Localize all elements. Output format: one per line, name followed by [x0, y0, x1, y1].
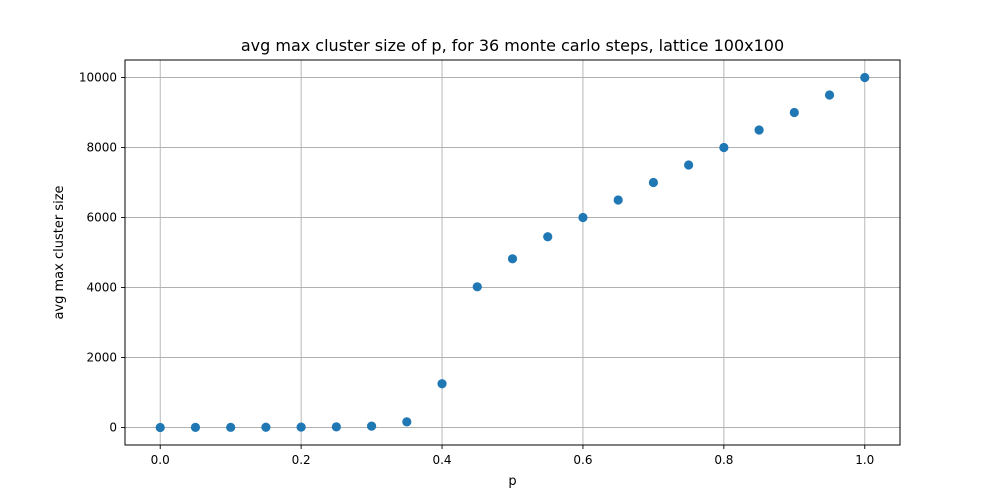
data-point [155, 422, 165, 433]
data-point [366, 421, 377, 431]
data-point [507, 254, 518, 264]
axis-ticks: 0.0 0.2 0.4 0.6 0.8 1.0 0 2000 4000 6000 8000 10000 [79, 71, 875, 468]
x-tick-label: 1.0 [855, 453, 874, 467]
data-point [684, 160, 694, 170]
data-point [578, 212, 588, 223]
y-axis-label: avg max cluster size [52, 185, 67, 319]
data-points [155, 72, 870, 433]
plot-area-frame [124, 59, 901, 446]
data-point [613, 195, 623, 205]
grid-layer [125, 60, 900, 445]
y-tick-label: 8000 [86, 141, 117, 155]
data-point [754, 125, 764, 135]
data-point [190, 422, 201, 432]
y-tick-label: 0 [109, 421, 117, 435]
data-point [789, 107, 799, 118]
data-point [472, 282, 482, 292]
x-tick-label: 0.8 [714, 453, 733, 467]
x-tick-label: 0.4 [432, 453, 451, 467]
x-tick-label: 0.6 [573, 453, 592, 467]
x-axis-label: p [508, 474, 516, 489]
data-point [437, 379, 447, 389]
data-point [543, 232, 553, 242]
y-tick-label: 2000 [86, 351, 117, 365]
data-point [860, 72, 870, 83]
data-point [296, 422, 306, 432]
y-tick-label: 10000 [79, 71, 117, 85]
y-tick-label: 6000 [86, 211, 117, 225]
y-tick-label: 4000 [86, 281, 117, 295]
data-point [261, 422, 271, 432]
x-tick-label: 0.0 [151, 453, 170, 467]
data-point [648, 177, 659, 188]
data-point [331, 422, 341, 432]
data-point [719, 142, 729, 153]
data-point [402, 417, 412, 427]
x-tick-label: 0.2 [292, 453, 311, 467]
data-point [824, 90, 835, 100]
chart-title: avg max cluster size of p, for 36 monte … [241, 36, 784, 55]
data-point [226, 422, 236, 432]
